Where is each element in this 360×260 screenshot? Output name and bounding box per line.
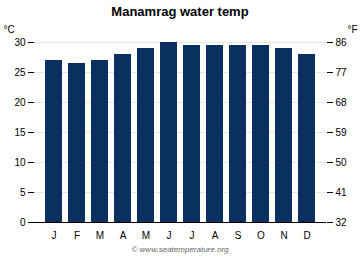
svg-text:S: S (235, 230, 242, 241)
svg-text:A: A (120, 230, 127, 241)
svg-text:0: 0 (20, 217, 26, 228)
svg-text:30: 30 (14, 37, 26, 48)
svg-text:O: O (257, 230, 265, 241)
svg-text:°C: °C (4, 24, 15, 35)
svg-text:D: D (303, 230, 310, 241)
svg-text:M: M (142, 230, 150, 241)
svg-text:F: F (74, 230, 80, 241)
svg-text:N: N (280, 230, 287, 241)
svg-text:J: J (190, 230, 195, 241)
svg-text:°F: °F (347, 24, 357, 35)
svg-text:J: J (167, 230, 172, 241)
svg-text:59: 59 (336, 127, 348, 138)
svg-text:A: A (212, 230, 219, 241)
svg-text:J: J (52, 230, 57, 241)
svg-text:50: 50 (336, 157, 348, 168)
svg-text:32: 32 (336, 217, 348, 228)
svg-text:86: 86 (336, 37, 348, 48)
svg-text:5: 5 (20, 187, 26, 198)
svg-text:20: 20 (14, 97, 26, 108)
svg-text:15: 15 (14, 127, 26, 138)
svg-text:41: 41 (336, 187, 348, 198)
svg-text:10: 10 (14, 157, 26, 168)
svg-text:77: 77 (336, 67, 348, 78)
svg-text:25: 25 (14, 67, 26, 78)
svg-text:M: M (96, 230, 104, 241)
html-text:Manamrag water temp: Manamrag water temp (111, 4, 249, 19)
svg-text:68: 68 (336, 97, 348, 108)
html-text:© www.seatemperature.org: © www.seatemperature.org (131, 245, 229, 254)
